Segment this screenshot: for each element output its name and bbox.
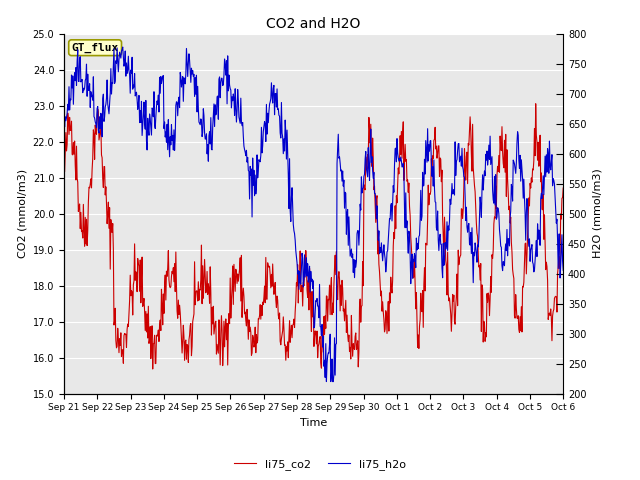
li75_co2 <box>379 299 387 305</box>
Text: GT_flux: GT_flux <box>72 43 119 53</box>
Line: li75_co2: li75_co2 <box>64 104 563 369</box>
li75_h2o <box>440 263 448 268</box>
li75_co2 <box>60 168 68 173</box>
li75_co2 <box>364 152 371 157</box>
li75_co2 <box>149 366 157 372</box>
li75_h2o <box>351 257 359 263</box>
li75_co2 <box>91 156 99 162</box>
li75_h2o <box>119 44 127 50</box>
Line: li75_h2o: li75_h2o <box>64 47 563 382</box>
li75_co2 <box>559 185 567 191</box>
li75_co2 <box>532 101 540 107</box>
li75_h2o <box>492 202 499 208</box>
li75_co2 <box>351 347 358 352</box>
li75_co2 <box>491 214 499 220</box>
Legend: li75_co2, li75_h2o: li75_co2, li75_h2o <box>230 455 410 474</box>
li75_h2o <box>364 145 372 151</box>
Y-axis label: CO2 (mmol/m3): CO2 (mmol/m3) <box>17 169 27 258</box>
li75_h2o <box>60 109 68 115</box>
Y-axis label: H2O (mmol/m3): H2O (mmol/m3) <box>592 169 602 258</box>
Title: CO2 and H2O: CO2 and H2O <box>266 17 361 31</box>
li75_h2o <box>559 267 567 273</box>
X-axis label: Time: Time <box>300 418 327 428</box>
li75_h2o <box>380 249 387 254</box>
li75_h2o <box>91 115 99 121</box>
li75_co2 <box>440 233 447 239</box>
li75_h2o <box>323 379 330 384</box>
